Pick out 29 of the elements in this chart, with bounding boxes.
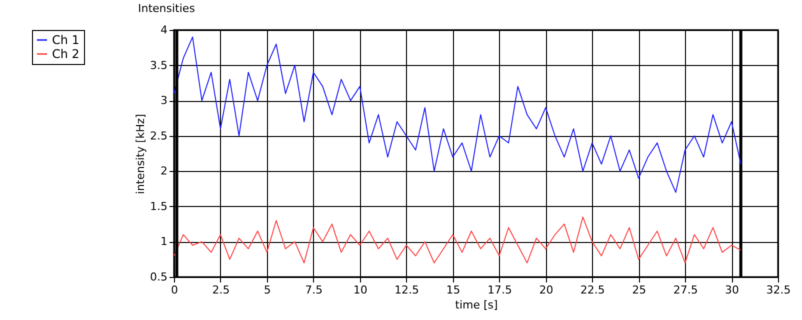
x-tick-label: 10 (353, 284, 368, 296)
x-tick-label: 0 (171, 284, 178, 296)
x-tick-label: 22.5 (580, 284, 605, 296)
x-tick-label: 15 (446, 284, 460, 296)
legend-label: Ch 1 (52, 33, 80, 47)
y-tick-label: 4 (160, 24, 168, 36)
chart-title: Intensities (138, 2, 196, 15)
x-tick-label: 12.5 (394, 284, 420, 296)
y-tick-label: 1 (160, 235, 168, 248)
x-axis-title: time [s] (455, 298, 498, 312)
y-tick-label: 2 (160, 164, 168, 178)
x-tick-label: 20 (539, 284, 554, 296)
x-tick-label: 5 (264, 284, 271, 296)
y-tick-label: 2.5 (150, 129, 168, 142)
x-tick-label: 25 (632, 284, 646, 296)
x-tick-label: 32.5 (766, 284, 791, 296)
y-tick-label: 0.5 (150, 270, 168, 284)
y-tick-label: 3 (160, 94, 168, 108)
x-tick-label: 7.5 (305, 284, 323, 296)
x-tick-label: 17.5 (487, 284, 512, 296)
line-series (174, 36, 742, 193)
y-tick-label: 1.5 (150, 200, 168, 213)
x-tick-label: 27.5 (673, 284, 698, 296)
line-series (174, 216, 742, 264)
legend-label: Ch 2 (52, 47, 80, 61)
y-axis-title: intensity [kHz] (134, 114, 148, 194)
y-tick-label: 3.5 (150, 58, 168, 72)
x-tick-label: 30 (725, 284, 740, 296)
x-tick-label: 2.5 (212, 284, 230, 296)
